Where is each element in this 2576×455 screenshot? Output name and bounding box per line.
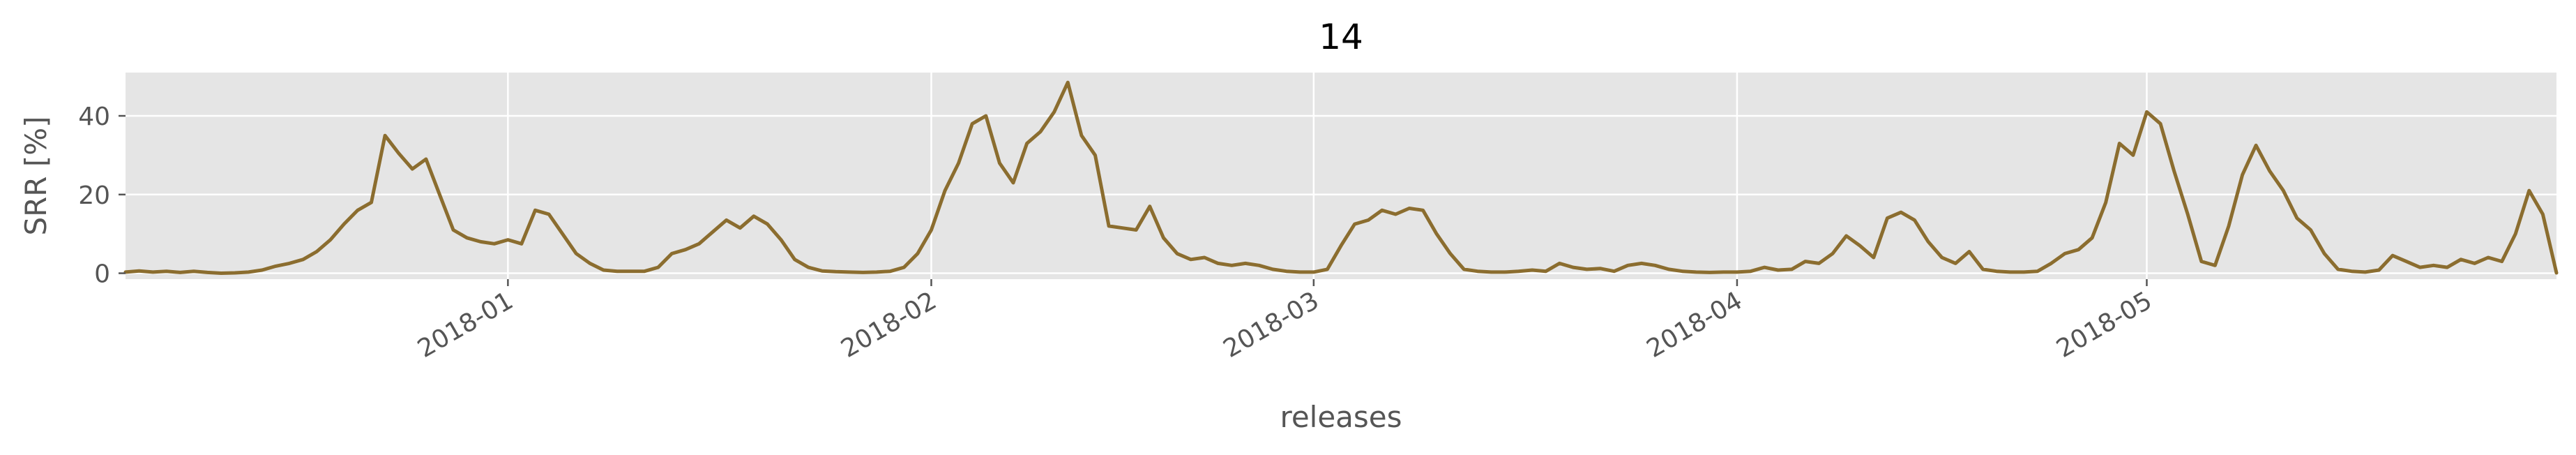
x-tick-label: 2018-04 [1642, 286, 1748, 364]
x-tick-label: 2018-01 [413, 286, 518, 364]
y-tick-label: 20 [78, 181, 110, 210]
y-axis-label: SRR [%] [19, 116, 53, 235]
y-tick-label: 0 [94, 260, 110, 289]
x-tick-label: 2018-03 [1219, 286, 1324, 364]
x-tick-label: 2018-05 [2052, 286, 2157, 364]
x-axis-label: releases [1280, 400, 1402, 434]
x-tick-label: 2018-02 [836, 286, 941, 364]
chart-title: 14 [1319, 17, 1363, 57]
y-axis-ticks: 0 20 40 [78, 103, 126, 289]
y-tick-label: 40 [78, 103, 110, 131]
x-axis-ticks: 2018-01 2018-02 2018-03 2018-04 2018-05 [413, 279, 2157, 364]
